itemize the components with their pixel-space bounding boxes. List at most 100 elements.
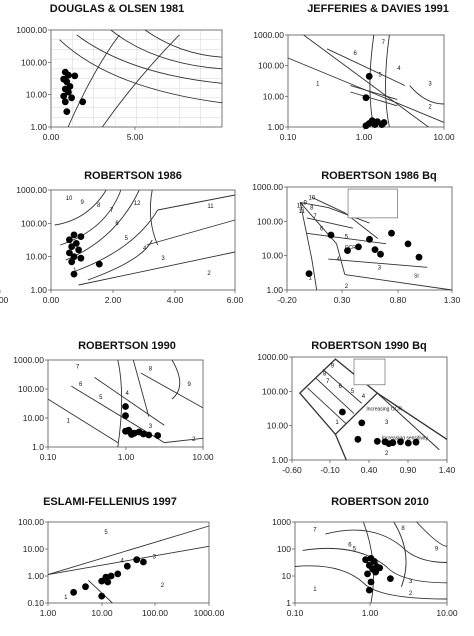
boundary-line bbox=[306, 232, 387, 245]
boundary-line bbox=[54, 189, 107, 226]
x-tick-label: 100.00 bbox=[142, 608, 168, 618]
zone-label: 5 bbox=[125, 236, 129, 242]
chart-title: ESLAMI-FELLENIUS 1997 bbox=[43, 496, 177, 508]
x-tick-label: 10.00 bbox=[91, 608, 113, 618]
data-point bbox=[327, 231, 335, 239]
data-point bbox=[387, 575, 394, 582]
zone-label: 11 bbox=[207, 204, 214, 210]
boundary-line bbox=[140, 372, 204, 409]
y-tick-label: 10.00 bbox=[26, 252, 48, 262]
data-point bbox=[365, 72, 373, 80]
data-point bbox=[125, 426, 133, 434]
data-point bbox=[415, 253, 423, 261]
zone-label: 3 bbox=[409, 579, 413, 585]
boundary-line bbox=[299, 202, 346, 275]
boundary-line bbox=[87, 579, 113, 604]
zone-label: 6 bbox=[339, 384, 343, 390]
chart-title: JEFFERIES & DAVIES 1991 bbox=[307, 3, 449, 15]
plot-frame bbox=[291, 356, 448, 461]
boundary-line bbox=[311, 196, 379, 239]
x-tick-label: 0.00 bbox=[43, 132, 60, 142]
zone-label: 3 bbox=[385, 420, 389, 426]
boundary-line bbox=[47, 398, 119, 443]
data-point bbox=[372, 568, 379, 576]
data-point bbox=[70, 253, 78, 261]
data-point bbox=[114, 570, 122, 578]
zone-label: 4 bbox=[143, 246, 147, 252]
data-point bbox=[107, 572, 115, 580]
data-point bbox=[66, 249, 73, 257]
plot-frame bbox=[50, 189, 236, 291]
zone-label: 8 bbox=[310, 206, 314, 212]
boundary-line bbox=[117, 359, 123, 448]
y-tick-label: 100 bbox=[277, 544, 291, 554]
y-tick-label: 10.00 bbox=[26, 90, 48, 100]
data-point bbox=[61, 98, 69, 106]
boundary-line bbox=[149, 189, 159, 246]
zone-label: 1 bbox=[64, 595, 68, 601]
y-tick-label: 100.00 bbox=[18, 517, 44, 527]
zone-label: 5 bbox=[99, 395, 103, 401]
zone-label: 8 bbox=[323, 372, 327, 378]
data-point bbox=[354, 435, 362, 443]
data-points bbox=[66, 231, 103, 278]
y-tick-label: 10 bbox=[282, 571, 292, 581]
zone-label: 4 bbox=[337, 257, 341, 263]
x-tick-label: 10.00 bbox=[433, 132, 455, 142]
data-point bbox=[404, 240, 412, 248]
zone-label: 6 bbox=[115, 221, 119, 227]
y-tick-label: 1000.00 bbox=[13, 355, 44, 365]
y-tick-label: 1.00 bbox=[266, 285, 283, 295]
boundary-line bbox=[334, 434, 347, 461]
boundary-line bbox=[78, 251, 236, 286]
x-tick-label: 0.00 bbox=[43, 295, 60, 305]
zone-label: 6 bbox=[348, 542, 352, 548]
data-point bbox=[122, 403, 129, 410]
x-tick-label: 0.10 bbox=[40, 452, 57, 462]
zone-label: 1 bbox=[335, 420, 339, 426]
data-point bbox=[122, 412, 129, 420]
boundary-line bbox=[157, 194, 236, 211]
boundary-line bbox=[146, 219, 236, 246]
x-tick-label: 4.00 bbox=[167, 295, 184, 305]
boundary-line bbox=[67, 34, 120, 128]
data-point bbox=[385, 440, 393, 447]
data-point bbox=[65, 88, 72, 96]
boundary-line bbox=[307, 387, 347, 425]
data-point bbox=[95, 260, 103, 268]
data-point bbox=[373, 437, 381, 445]
data-point bbox=[79, 98, 87, 106]
data-point bbox=[140, 430, 147, 438]
data-point bbox=[154, 432, 162, 439]
boundary-line bbox=[302, 547, 448, 584]
boundary-line bbox=[350, 85, 398, 100]
data-point bbox=[66, 236, 73, 244]
boundary-line bbox=[393, 521, 407, 587]
y-tick-label: 1.00 bbox=[30, 285, 47, 295]
x-tick-label: 1.00 bbox=[356, 132, 373, 142]
x-tick-label: 8.00 bbox=[0, 295, 9, 305]
annotation-label: OCR bbox=[345, 245, 357, 251]
zone-label: 12 bbox=[297, 204, 304, 210]
y-tick-label: 10.00 bbox=[263, 91, 285, 101]
x-tick-label: 10.00 bbox=[436, 608, 458, 618]
data-point bbox=[68, 243, 76, 251]
data-points bbox=[362, 72, 388, 130]
zone-label: 5 bbox=[378, 72, 382, 78]
boundary-line bbox=[171, 359, 181, 400]
x-tick-label: 10.00 bbox=[192, 452, 214, 462]
y-tick-label: 100.00 bbox=[18, 384, 44, 394]
chart-title: DOUGLAS & OLSEN 1981 bbox=[50, 3, 184, 15]
x-tick-label: 0.40 bbox=[361, 465, 378, 475]
boundary-line bbox=[306, 217, 354, 229]
y-tick-label: 100.00 bbox=[21, 218, 47, 228]
zone-label: 2 bbox=[428, 105, 432, 111]
boundary-line bbox=[385, 34, 390, 128]
y-tick-label: 1.00 bbox=[271, 455, 288, 465]
data-points bbox=[305, 229, 423, 277]
annotation-label: St bbox=[414, 274, 419, 280]
y-tick-label: 100.00 bbox=[258, 61, 284, 71]
x-tick-label: 5.00 bbox=[127, 132, 144, 142]
